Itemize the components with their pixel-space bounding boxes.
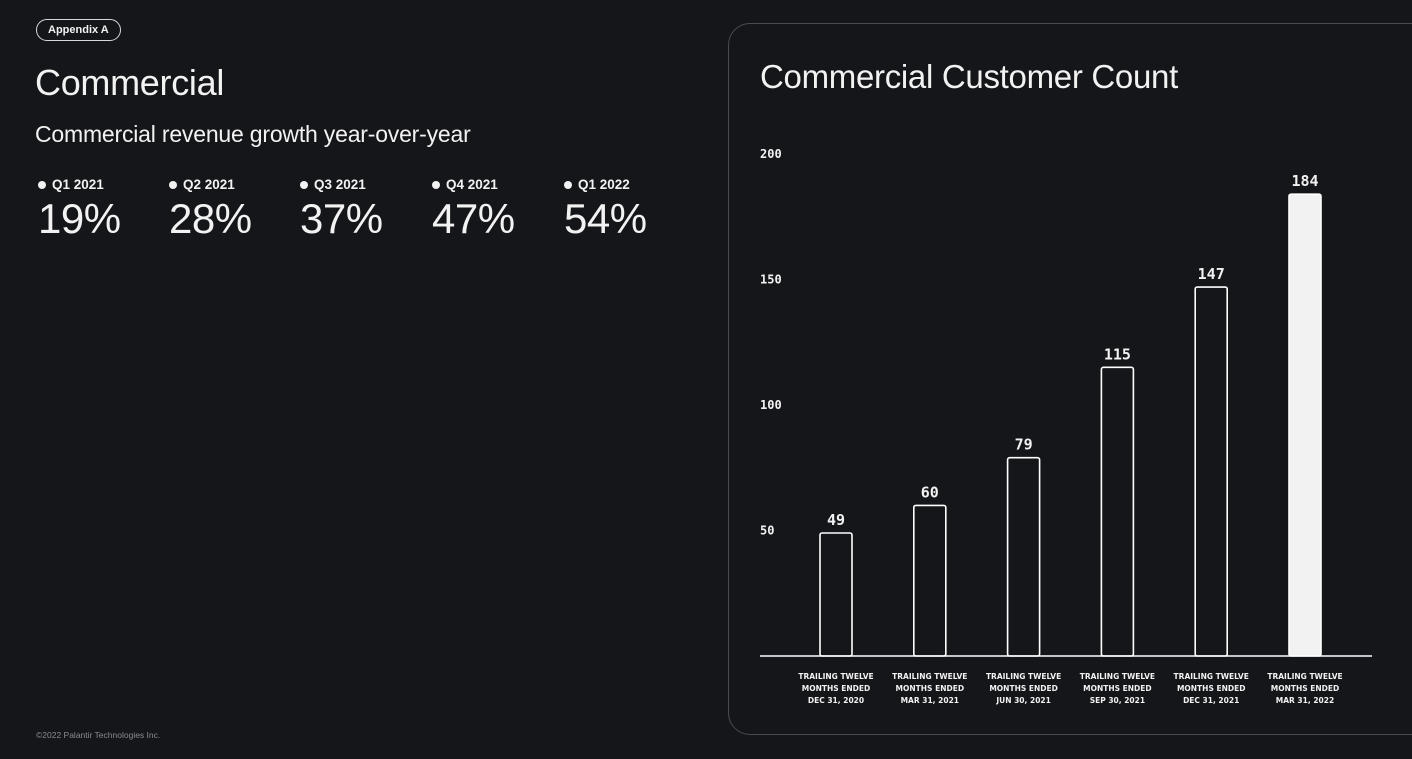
x-tick-label: TRAILING TWELVE: [1080, 672, 1155, 681]
y-tick-label: 50: [760, 524, 774, 538]
metric-label: Q3 2021: [300, 177, 383, 192]
bar-value-label: 115: [1104, 345, 1131, 363]
x-tick-label: JUN 30, 2021: [995, 696, 1051, 705]
x-tick-label: MAR 31, 2022: [1276, 696, 1334, 705]
x-tick-label: MONTHS ENDED: [1083, 684, 1152, 693]
metric-label: Q2 2021: [169, 177, 252, 192]
bar: [1194, 286, 1228, 657]
bullet-dot-icon: [300, 180, 308, 189]
bar: [1288, 193, 1322, 657]
page-title: Commercial: [35, 62, 225, 103]
x-tick-label: TRAILING TWELVE: [892, 672, 967, 681]
appendix-tag: Appendix A: [36, 19, 121, 41]
metric-label: Q4 2021: [432, 177, 515, 192]
x-tick-label: SEP 30, 2021: [1090, 696, 1145, 705]
x-tick-label: MONTHS ENDED: [802, 684, 871, 693]
chart-panel: [728, 23, 1412, 735]
metric-value: 28%: [169, 195, 252, 242]
bar-value-label: 60: [921, 483, 939, 501]
x-tick-label: MONTHS ENDED: [1177, 684, 1246, 693]
metric-label-text: Q1 2022: [578, 177, 630, 192]
bar: [1100, 366, 1135, 657]
bar-value-label: 184: [1291, 172, 1318, 190]
x-tick-label: DEC 31, 2021: [1183, 696, 1239, 705]
x-tick-label: TRAILING TWELVE: [986, 672, 1061, 681]
y-tick-label: 200: [760, 147, 782, 161]
metric-value: 47%: [432, 195, 515, 242]
metric-label: Q1 2022: [564, 177, 647, 192]
metric-value: 19%: [38, 195, 121, 242]
metric-label: Q1 2021: [38, 177, 121, 192]
bar-value-label: 49: [827, 511, 845, 529]
metric-label-text: Q2 2021: [183, 177, 235, 192]
x-tick-label: MONTHS ENDED: [989, 684, 1058, 693]
bar: [1006, 456, 1041, 657]
bar-value-label: 147: [1198, 265, 1225, 283]
metric-value: 54%: [564, 195, 647, 242]
bullet-dot-icon: [564, 180, 572, 189]
bar-value-label: 79: [1015, 436, 1033, 454]
growth-metrics: Q1 2021 19% Q2 2021 28% Q3 2021 37% Q4 2…: [38, 177, 698, 247]
y-tick-label: 100: [760, 398, 782, 412]
metric-value: 37%: [300, 195, 383, 242]
bar: [819, 532, 853, 657]
copyright-footer: ©2022 Palantir Technologies Inc.: [36, 730, 161, 740]
metric-q1-2021: Q1 2021 19%: [38, 177, 121, 242]
x-tick-label: TRAILING TWELVE: [1174, 672, 1249, 681]
x-tick-label: MONTHS ENDED: [1271, 684, 1340, 693]
bullet-dot-icon: [432, 180, 440, 189]
metric-q4-2021: Q4 2021 47%: [432, 177, 515, 242]
metric-q2-2021: Q2 2021 28%: [169, 177, 252, 242]
x-tick-label: MONTHS ENDED: [896, 684, 965, 693]
bullet-dot-icon: [169, 180, 177, 189]
metric-label-text: Q4 2021: [446, 177, 498, 192]
y-tick-label: 150: [760, 273, 782, 287]
metric-q3-2021: Q3 2021 37%: [300, 177, 383, 242]
x-tick-label: TRAILING TWELVE: [1267, 672, 1342, 681]
bar: [912, 504, 947, 657]
x-tick-label: MAR 31, 2021: [901, 696, 959, 705]
x-tick-label: TRAILING TWELVE: [798, 672, 873, 681]
page-subtitle: Commercial revenue growth year-over-year: [35, 121, 471, 147]
bullet-dot-icon: [38, 180, 46, 189]
chart-title: Commercial Customer Count: [760, 58, 1178, 95]
metric-q1-2022: Q1 2022 54%: [564, 177, 647, 242]
metric-label-text: Q3 2021: [314, 177, 366, 192]
metric-label-text: Q1 2021: [52, 177, 104, 192]
x-tick-label: DEC 31, 2020: [808, 696, 864, 705]
